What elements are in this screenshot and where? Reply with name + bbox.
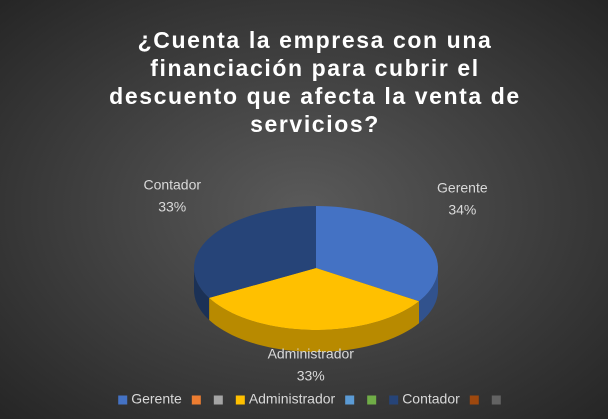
legend-label: Contador bbox=[402, 391, 460, 407]
slice-side bbox=[419, 268, 438, 324]
data-label: 33% bbox=[158, 199, 186, 215]
legend-marker bbox=[491, 395, 501, 405]
slice-side bbox=[194, 268, 210, 320]
legend-marker bbox=[469, 395, 479, 405]
slice-side bbox=[209, 297, 420, 352]
legend-marker bbox=[118, 395, 128, 405]
legend-marker bbox=[213, 395, 223, 405]
data-label-name: Gerente bbox=[437, 180, 488, 196]
slice bbox=[194, 206, 316, 298]
legend-marker bbox=[235, 395, 245, 405]
legend-marker bbox=[389, 395, 399, 405]
legend: Gerente Administrador Contador bbox=[118, 391, 501, 407]
legend-marker bbox=[367, 395, 377, 405]
data-label: 33% bbox=[297, 368, 325, 384]
data-label-name: Contador bbox=[143, 177, 201, 193]
legend-marker bbox=[191, 395, 201, 405]
legend-label: Administrador bbox=[249, 391, 336, 407]
pie bbox=[194, 206, 438, 352]
data-label-name: Administrador bbox=[268, 346, 355, 362]
legend-label: Gerente bbox=[131, 391, 182, 407]
slice bbox=[209, 268, 420, 330]
legend-marker bbox=[345, 395, 355, 405]
chart-title: ¿Cuenta la empresa con una financiación … bbox=[109, 27, 521, 137]
data-label: 34% bbox=[448, 202, 476, 218]
slice bbox=[316, 206, 438, 302]
